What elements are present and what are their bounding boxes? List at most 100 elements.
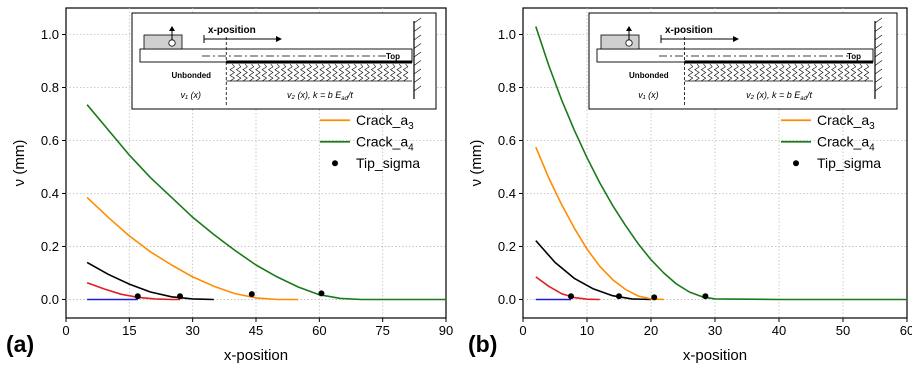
y-tick-label: 0.2 — [498, 239, 516, 254]
load-block — [143, 34, 183, 50]
spring — [370, 63, 377, 82]
legend-label-text: Crack_a — [817, 134, 869, 150]
load-pin — [625, 39, 633, 47]
tip-sigma-point — [177, 293, 183, 300]
spring — [377, 63, 383, 82]
spring — [248, 63, 255, 82]
x-tick-label: 50 — [836, 323, 850, 338]
x-position-arrow-head — [733, 36, 739, 42]
spring — [785, 63, 792, 82]
legend-label-crack-a3: Crack_a3 — [356, 112, 414, 132]
wall-hatch — [413, 26, 422, 32]
x-tick-label: 20 — [644, 323, 658, 338]
spring — [261, 63, 268, 82]
y-axis-title: ν (mm) — [468, 140, 485, 187]
wall-hatch — [413, 68, 422, 75]
x-tick-label: 60 — [900, 323, 912, 338]
legend-label-text: Crack_a — [817, 112, 869, 128]
spring — [338, 63, 345, 82]
wall-hatch — [413, 51, 422, 58]
spring — [325, 63, 332, 82]
load-block — [600, 34, 640, 50]
spring — [389, 63, 396, 82]
wall-hatch — [413, 85, 422, 92]
y-tick-label: 0.0 — [41, 292, 59, 307]
inset-schematic: x-position Top Unbonded v₁ (x) v₂ (x), k = b… — [588, 12, 898, 110]
load-arrow-head — [169, 26, 175, 31]
x-axis-title: x-position — [683, 347, 747, 364]
spring — [726, 63, 733, 82]
legend-label-text: Crack_a — [356, 134, 408, 150]
tip-sigma-point — [616, 293, 622, 300]
legend-label-crack-a3: Crack_a3 — [817, 112, 875, 132]
wall-hatch — [874, 68, 883, 75]
legend-label-tip-sigma: Tip_sigma — [356, 155, 420, 171]
beam — [596, 48, 874, 63]
wall-hatch — [874, 60, 883, 66]
inset-unbonded-label: Unbonded — [172, 71, 212, 80]
spring — [345, 63, 351, 82]
panel-label: (b) — [468, 331, 497, 357]
spring — [312, 63, 319, 82]
spring — [863, 63, 870, 82]
wall-hatch — [874, 26, 883, 32]
spring — [739, 63, 746, 82]
spring — [287, 63, 293, 82]
spring — [831, 63, 837, 82]
wall-hatch — [413, 34, 422, 41]
spring — [235, 63, 242, 82]
x-position-arrow-head — [276, 36, 282, 42]
legend-label-crack-a4: Crack_a4 — [817, 134, 875, 154]
tip-sigma-point — [568, 293, 574, 300]
series-line-crack-a1 — [535, 276, 600, 301]
tip-sigma-point — [248, 291, 255, 298]
wall-hatch — [413, 17, 422, 24]
inset-v2-tail: /t — [347, 90, 354, 100]
beam — [139, 48, 413, 63]
wall-hatch — [413, 77, 422, 83]
series-line-crack-a2 — [86, 261, 214, 301]
spring — [857, 63, 863, 82]
spring — [837, 63, 844, 82]
panel-b: 0 10 20 30 40 50 60 0.0 0.2 0.4 0.6 0.8 1.0 x-positio… — [468, 7, 912, 364]
spring — [798, 63, 805, 82]
inset-schematic: x-position Top Unbonded v₁ (x) v₂ (x), k = b… — [131, 12, 437, 110]
spring — [700, 63, 707, 82]
x-tick-label: 10 — [580, 323, 594, 338]
spring — [707, 63, 713, 82]
spring — [255, 63, 261, 82]
spring — [300, 63, 306, 82]
legend-label-text: Crack_a — [356, 112, 408, 128]
spring — [759, 63, 765, 82]
spring — [229, 63, 235, 82]
x-tick-label: 30 — [185, 323, 199, 338]
wall-hatch — [874, 51, 883, 58]
spring — [332, 63, 338, 82]
x-tick-label: 40 — [772, 323, 786, 338]
inset-v2-main: v₂ (x), k = b E — [746, 90, 801, 100]
inset-x-position-label: x-position — [208, 25, 256, 36]
x-tick-label: 75 — [375, 323, 389, 338]
spring — [364, 63, 370, 82]
x-axis-title: x-position — [224, 347, 288, 364]
spring — [720, 63, 726, 82]
inset-v1-label: v₁ (x) — [638, 90, 658, 100]
tip-sigma-point — [318, 290, 325, 297]
inset-v2-tail: /t — [806, 90, 813, 100]
inset-v2-label: v₂ (x), k = b Ead/t — [287, 90, 353, 102]
series-line-crack-a4 — [535, 26, 907, 301]
legend-label-crack-a4: Crack_a4 — [356, 134, 414, 154]
x-tick-label: 45 — [249, 323, 263, 338]
spring — [772, 63, 778, 82]
spring — [242, 63, 248, 82]
series-line-crack-a3 — [86, 196, 299, 301]
spring — [778, 63, 785, 82]
load-arrow-head — [626, 26, 632, 31]
y-tick-label: 0.2 — [41, 239, 59, 254]
y-tick-label: 1.0 — [498, 27, 516, 42]
spring — [268, 63, 274, 82]
spring — [402, 63, 409, 82]
inset-unbonded-label: Unbonded — [629, 71, 669, 80]
wall-hatch — [413, 43, 422, 49]
